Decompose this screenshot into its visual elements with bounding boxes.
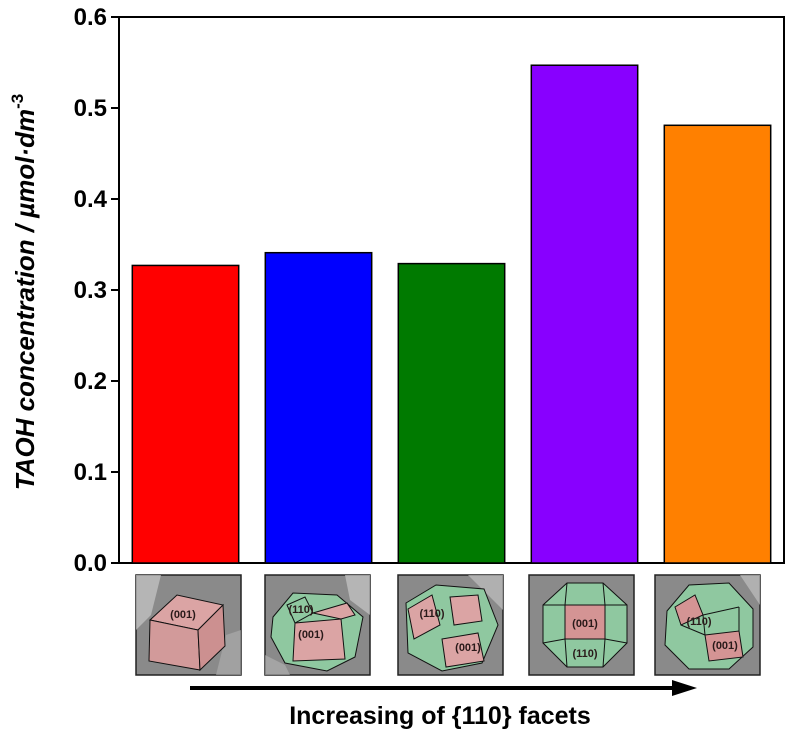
y-tick-label: 0.6 [74,4,107,31]
crystal-images: (001) (110) (001) (110) (001) [135,574,761,676]
y-axis-title-sup: -3 [8,94,27,109]
bar-4 [530,64,639,564]
facet-label: (001) [712,640,738,652]
bars [131,64,772,564]
y-tick-label: 0.3 [74,277,107,304]
bar-1 [131,264,240,564]
y-tick-label: 0.2 [74,368,107,395]
y-tick-label: 0.1 [74,459,107,486]
facet-label: (110) [419,608,444,620]
facet-label: (001) [298,629,324,641]
bar-2 [264,251,373,564]
facet-label: (001) [170,609,196,621]
bar-3 [397,262,506,564]
crystal-image-3: (110) (001) [397,574,504,676]
crystal-image-4: (001) (110) [528,574,635,676]
x-axis-title: Increasing of {110} facets [289,702,591,730]
facet-label: (001) [455,642,481,654]
y-tick-label: 0.0 [74,550,107,577]
y-tick-label: 0.4 [74,186,108,213]
y-axis-title-main: TAOH concentration / µmol·dm [10,109,40,490]
facet-label: (110) [572,648,597,660]
crystal-image-2: (110) (001) [264,574,371,676]
facet-label: (001) [572,618,598,630]
y-axis-title: TAOH concentration / µmol·dm-3 [8,94,40,491]
crystal-image-5: (110) (001) [654,574,761,676]
facet-label: (110) [686,616,711,628]
right-arrow-icon [190,680,697,696]
crystal-image-1: (001) [135,574,242,676]
y-tick-label: 0.5 [74,95,107,122]
facet-label: (110) [288,604,313,616]
bar-5 [663,124,772,564]
y-axis-ticks: 0.0 0.1 0.2 0.3 0.4 0.5 0.6 [74,4,119,577]
